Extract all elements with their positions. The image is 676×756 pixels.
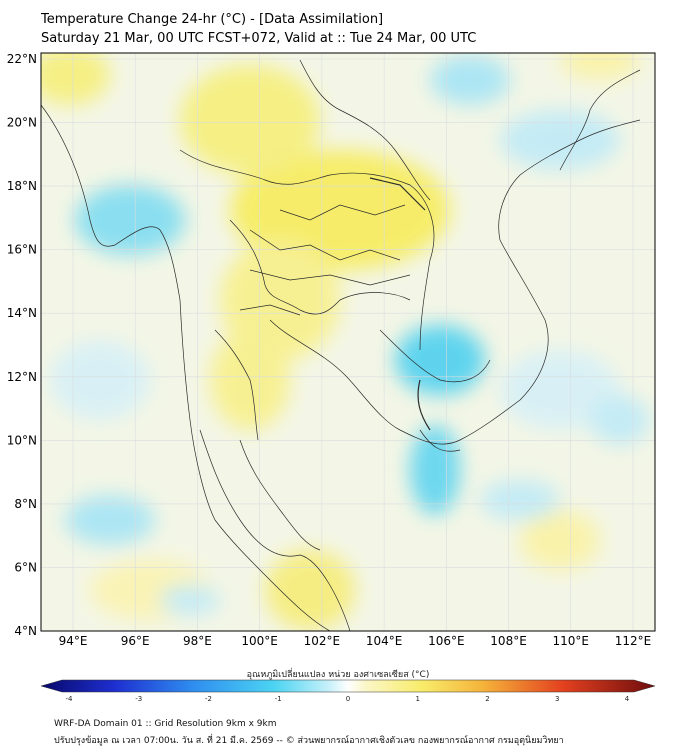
colorbar-tick-label: 3 <box>555 695 559 703</box>
lon-tick-label: 102°E <box>304 634 341 648</box>
lon-tick-label: 112°E <box>615 634 652 648</box>
lon-tick-label: 108°E <box>490 634 527 648</box>
lat-tick-label: 12°N <box>7 370 37 384</box>
colorbar: -4 -3 -2 -1 0 1 2 3 4 <box>40 679 656 703</box>
map-title: Temperature Change 24-hr (°C) - [Data As… <box>41 12 384 27</box>
lon-tick-label: 96°E <box>121 634 150 648</box>
colorbar-tick-label: -4 <box>66 695 74 703</box>
colorbar-tick-label: -1 <box>275 695 282 703</box>
colorbar-tick-label: 1 <box>416 695 420 703</box>
lat-tick-label: 8°N <box>14 497 37 511</box>
map-frame <box>40 52 656 632</box>
lat-tick-label: 16°N <box>7 243 37 257</box>
lat-tick-label: 6°N <box>14 560 37 574</box>
lon-tick-label: 110°E <box>553 634 590 648</box>
lon-tick-label: 106°E <box>428 634 465 648</box>
lat-tick-label: 18°N <box>7 179 37 193</box>
lat-tick-label: 14°N <box>7 306 37 320</box>
lon-tick-label: 98°E <box>183 634 212 648</box>
lon-tick-label: 104°E <box>366 634 403 648</box>
map-subtitle: Saturday 21 Mar, 00 UTC FCST+072, Valid … <box>41 31 477 46</box>
lat-tick-label: 22°N <box>7 52 37 66</box>
colorbar-tick-label: -2 <box>205 695 212 703</box>
temperature-field <box>41 53 655 631</box>
footer-update-info: ปรับปรุงข้อมูล ณ เวลา 07:00น. วัน ส. ที่… <box>54 736 564 746</box>
colorbar-tick-label: 2 <box>485 695 489 703</box>
lat-tick-label: 10°N <box>7 433 37 447</box>
colorbar-label: อุณหภูมิเปลี่ยนแปลง หน่วย องศาเซลเซียส (… <box>246 670 430 680</box>
colorbar-tick-label: -3 <box>135 695 142 703</box>
colorbar-tick-label: 0 <box>346 695 350 703</box>
colorbar-tick-label: 4 <box>625 695 630 703</box>
map-borders <box>41 59 641 631</box>
footer-model-info: WRF-DA Domain 01 :: Grid Resolution 9km … <box>54 719 277 729</box>
lat-tick-label: 20°N <box>7 116 37 130</box>
lon-tick-label: 94°E <box>59 634 88 648</box>
lat-tick-label: 4°N <box>14 624 37 638</box>
lon-tick-label: 100°E <box>241 634 278 648</box>
